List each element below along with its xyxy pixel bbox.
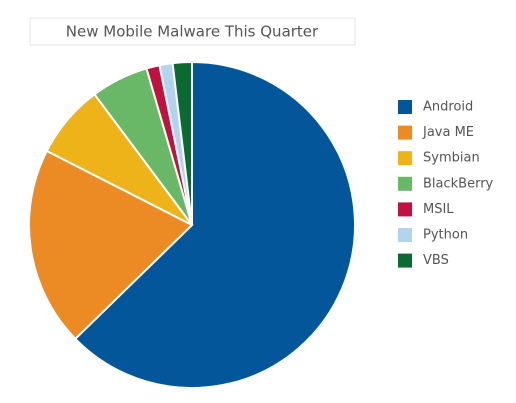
legend-label: Python: [423, 228, 468, 243]
legend-swatch: [398, 253, 412, 268]
legend-swatch: [398, 100, 412, 114]
legend-label: BlackBerry: [423, 176, 494, 191]
legend-label: Java ME: [422, 125, 474, 140]
legend-swatch: [398, 176, 412, 191]
legend-swatch: [398, 228, 412, 242]
pie-slice: [28, 149, 194, 341]
pie-slice: [171, 60, 193, 226]
title-box: [29, 17, 356, 46]
legend-label: VBS: [423, 253, 449, 268]
legend-swatch: [398, 125, 412, 140]
legend-label: MSIL: [423, 202, 454, 217]
chart-title: New Mobile Malware This Quarter: [66, 23, 319, 41]
legend-label: Symbian: [423, 151, 480, 166]
legend-swatch: [398, 202, 412, 217]
legend-label: Android: [423, 100, 473, 115]
pie-slice: [73, 60, 356, 389]
legend-swatch: [398, 151, 412, 166]
